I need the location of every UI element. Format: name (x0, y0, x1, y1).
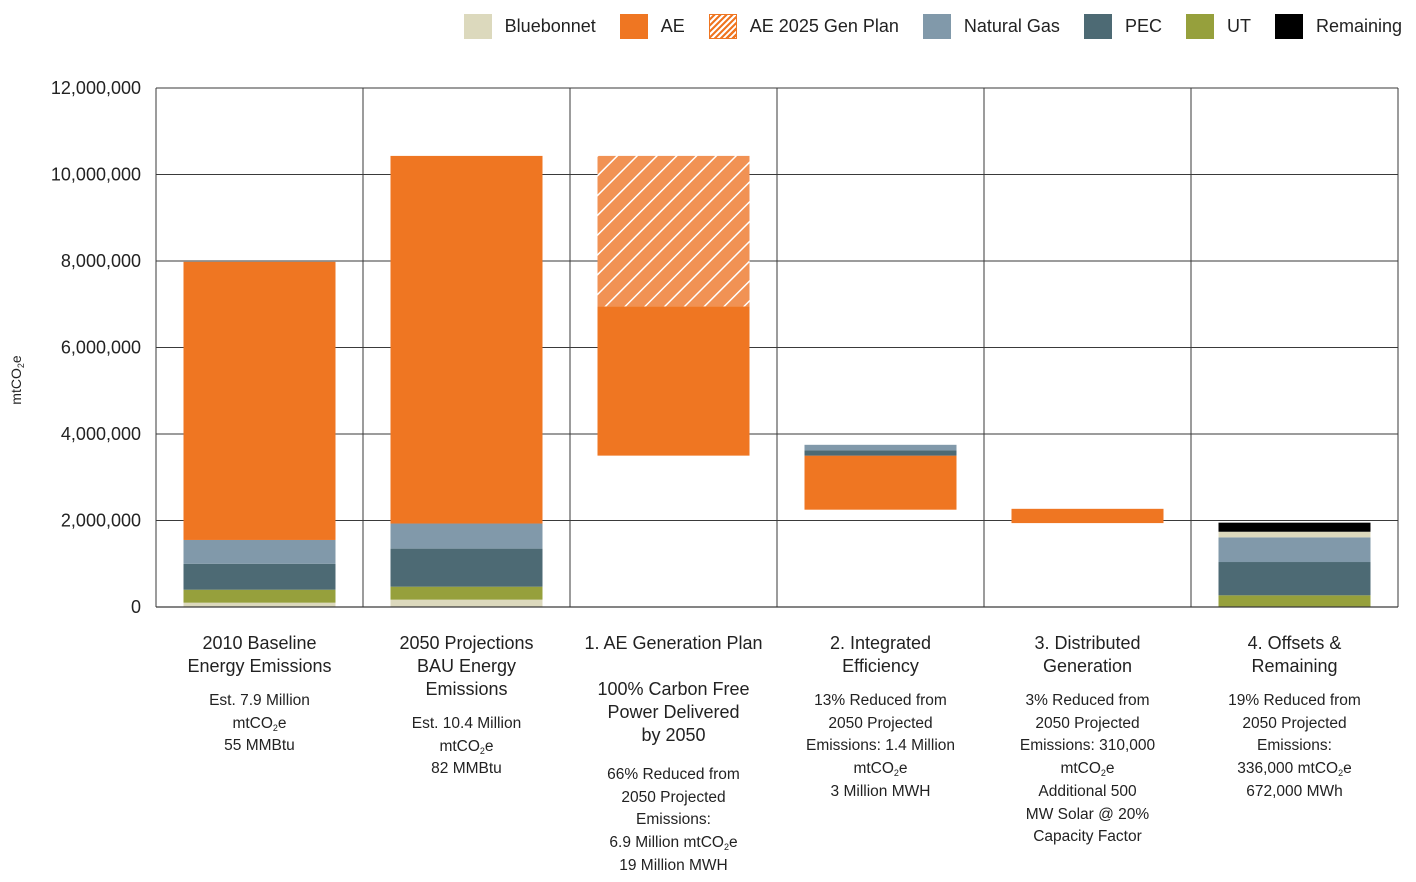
y-axis-label: mtCO2e (8, 355, 26, 405)
category-description-2: 66% Reduced from 2050 Projected Emissions:… (607, 766, 740, 874)
y-tick-label-5: 10,000,000 (51, 165, 141, 185)
legend-swatch-natural-gas (922, 13, 951, 39)
legend-label-bluebonnet: Bluebonnet (504, 15, 596, 36)
legend-swatch-ut (1185, 13, 1214, 39)
y-tick-label-2: 4,000,000 (61, 424, 141, 444)
legend-swatch-remaining (1274, 13, 1303, 39)
bar-group-5 (1218, 522, 1371, 607)
bar-2-segment-ae-2025-gen-plan (597, 155, 750, 307)
bar-5-segment-bluebonnet (1218, 531, 1371, 538)
legend-item-pec: PEC (1083, 13, 1162, 39)
legend-item-natural-gas: Natural Gas (922, 13, 1060, 39)
bar-0-segment-ae (183, 261, 336, 540)
bar-group-1 (390, 155, 543, 607)
legend-item-ae-2025-gen-plan: AE 2025 Gen Plan (708, 13, 899, 39)
bar-group-0 (183, 261, 336, 607)
bar-1-segment-ae (390, 155, 543, 524)
category-title-5: 4. Offsets & Remaining (1247, 633, 1342, 676)
y-tick-label-0: 0 (131, 597, 141, 617)
legend-swatch-ae (619, 13, 648, 39)
category-label-0: 2010 Baseline Energy Emissions Est. 7.9 Mi… (162, 632, 358, 758)
bar-0-segment-bluebonnet (183, 602, 336, 607)
chart-plot: 0 2,000,000 4,000,000 6,000,000 8,000,000 10,… (51, 78, 1399, 617)
bar-4-segment-ae (1011, 508, 1164, 524)
category-description-5: 19% Reduced from 2050 Projected Emissions:… (1228, 692, 1361, 800)
bar-5-segment-pec (1218, 562, 1371, 596)
bar-0-segment-pec (183, 563, 336, 590)
legend-item-ut: UT (1185, 13, 1251, 39)
bar-2-segment-ae (597, 306, 750, 456)
category-label-4: 3. Distributed Generation 3% Reduced from 2… (990, 632, 1186, 849)
bar-5-segment-remaining (1218, 522, 1371, 532)
legend-swatch-pec (1083, 13, 1112, 39)
bar-1-segment-natural-gas (390, 523, 543, 549)
category-title-1: 2050 Projections BAU Energy Emissions (399, 633, 534, 699)
bar-1-segment-ut (390, 586, 543, 600)
legend-label-ae-2025-gen-plan: AE 2025 Gen Plan (749, 15, 899, 36)
legend-item-bluebonnet: Bluebonnet (463, 13, 596, 39)
y-tick-label-4: 8,000,000 (61, 251, 141, 271)
bar-1-segment-bluebonnet (390, 599, 543, 607)
category-title-0: 2010 Baseline Energy Emissions (187, 633, 332, 676)
bar-1-segment-pec (390, 548, 543, 587)
category-description-4: 3% Reduced from 2050 Projected Emissions: … (1019, 692, 1156, 846)
bar-3-segment-pec (804, 450, 957, 456)
legend-label-remaining: Remaining (1315, 15, 1402, 36)
legend-label-natural-gas: Natural Gas (963, 15, 1060, 36)
category-subtitle-2: 100% Carbon Free Power Delivered by 2050 (597, 679, 750, 745)
category-description-1: Est. 10.4 Million mtCO2e 82 MMBtu (411, 715, 522, 778)
legend-item-remaining: Remaining (1274, 13, 1402, 39)
category-label-5: 4. Offsets & Remaining 19% Reduced from 205… (1197, 632, 1393, 804)
category-description-0: Est. 7.9 Million mtCO2e 55 MMBtu (209, 692, 310, 755)
bar-3-segment-natural-gas (804, 444, 957, 451)
bar-3-segment-ae (804, 455, 957, 510)
legend: Bluebonnet AE AE 2025 Gen Plan Natural Gas P… (440, 10, 1402, 42)
bar-group-2 (597, 155, 750, 456)
legend-label-ae: AE (660, 15, 685, 36)
bar-0-segment-ut (183, 589, 336, 603)
bar-group-4 (1011, 508, 1164, 524)
category-title-3: 2. Integrated Efficiency (829, 633, 932, 676)
category-label-3: 2. Integrated Efficiency 13% Reduced from 2… (783, 632, 979, 804)
category-label-1: 2050 Projections BAU Energy Emissions Est. … (369, 632, 565, 781)
y-tick-label-1: 2,000,000 (61, 511, 141, 531)
category-title-2: 1. AE Generation Plan (584, 633, 763, 653)
category-title-4: 3. Distributed Generation (1034, 633, 1141, 676)
legend-item-ae: AE (619, 13, 685, 39)
legend-swatch-ae-2025-gen-plan (708, 13, 737, 39)
y-tick-label-6: 12,000,000 (51, 78, 141, 98)
category-label-2: 1. AE Generation Plan 100% Carbon Free Pow… (576, 632, 772, 878)
legend-label-ut: UT (1226, 15, 1251, 36)
bar-group-3 (804, 444, 957, 510)
category-description-3: 13% Reduced from 2050 Projected Emissions:… (805, 692, 956, 800)
legend-swatch-bluebonnet (463, 13, 492, 39)
bar-0-segment-natural-gas (183, 539, 336, 564)
y-tick-label-3: 6,000,000 (61, 338, 141, 358)
bar-5-segment-ut (1218, 595, 1371, 607)
legend-label-pec: PEC (1124, 15, 1162, 36)
bar-5-segment-natural-gas (1218, 537, 1371, 563)
